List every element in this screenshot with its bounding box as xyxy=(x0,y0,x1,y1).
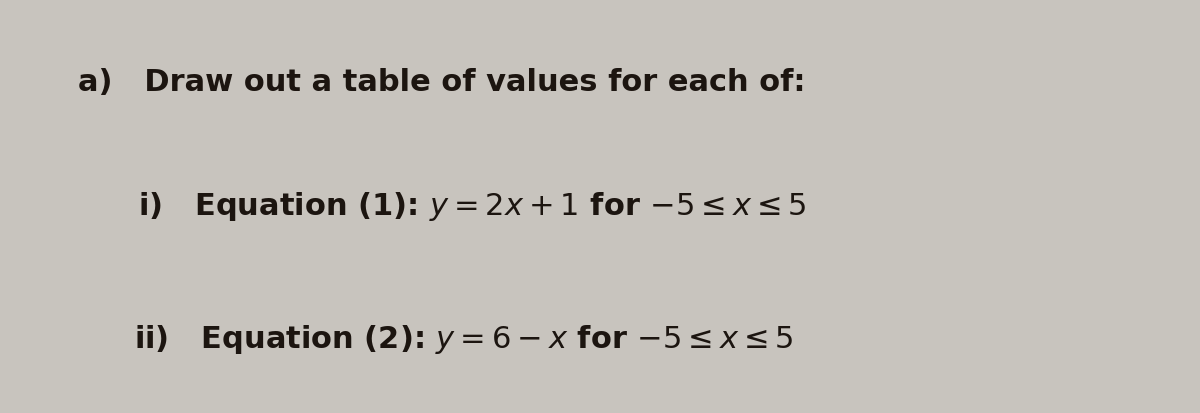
Text: i)   Equation (1): $y = 2x + 1$ for $-5 \leq x \leq 5$: i) Equation (1): $y = 2x + 1$ for $-5 \l… xyxy=(138,190,806,223)
Text: a)   Draw out a table of values for each of:: a) Draw out a table of values for each o… xyxy=(78,68,805,97)
Text: ii)   Equation (2): $y = 6 - x$ for $-5 \leq x \leq 5$: ii) Equation (2): $y = 6 - x$ for $-5 \l… xyxy=(134,322,794,355)
